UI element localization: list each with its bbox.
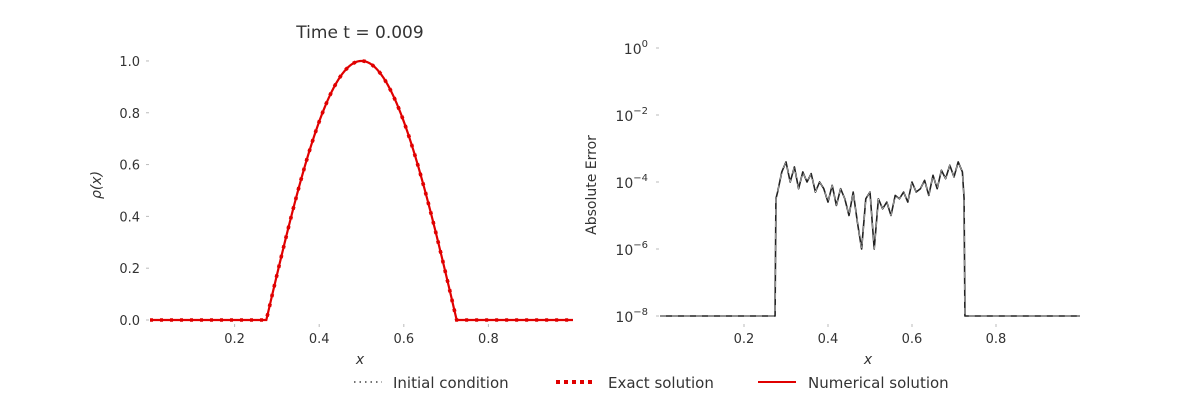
x-tick-label: 0.6 [902, 332, 923, 347]
y-tick-label: 0.0 [119, 314, 140, 329]
exact-solution-line [150, 59, 573, 322]
y-tick-label: 1.0 [119, 55, 140, 70]
legend-label-numerical-solution: Numerical solution [808, 374, 949, 392]
y-tick-label: 0.6 [119, 159, 140, 174]
y-axis-label: Absolute Error [584, 135, 600, 235]
error-plot: 0.2 0.4 0.6 0.8 100 10−2 10−4 10−6 10−8 x Absol… [584, 39, 1080, 368]
absolute-error-highlight [660, 161, 1080, 317]
y-tick-labels: 100 10−2 10−4 10−6 10−8 [615, 39, 659, 326]
density-plot: Time t = 0.009 0.2 0.4 0.6 0.8 0.0 0.2 0.4 0.6… [89, 23, 573, 368]
x-axis-label: x [355, 352, 365, 368]
y-tick-label: 10−6 [615, 240, 648, 259]
y-tick-label: 100 [624, 39, 648, 58]
x-tick-label: 0.6 [393, 332, 414, 347]
plot-title: Time t = 0.009 [295, 23, 423, 43]
y-tick-label: 10−2 [615, 106, 648, 125]
legend-label-initial-condition: Initial condition [393, 374, 509, 392]
x-tick-label: 0.8 [478, 332, 499, 347]
x-tick-label: 0.8 [986, 332, 1007, 347]
y-tick-label: 10−8 [615, 307, 648, 326]
y-tick-label: 0.2 [119, 262, 140, 277]
y-tick-label: 0.4 [119, 210, 140, 225]
x-tick-label: 0.2 [734, 332, 755, 347]
numerical-solution-line [150, 59, 573, 322]
error-curve [660, 161, 1080, 317]
absolute-error-line [660, 161, 1080, 317]
x-tick-label: 0.2 [224, 332, 245, 347]
y-tick-label: 10−4 [615, 173, 648, 192]
density-curves [150, 59, 573, 322]
x-tick-labels: 0.2 0.4 0.6 0.8 [734, 324, 1007, 347]
y-tick-labels: 0.0 0.2 0.4 0.6 0.8 1.0 [119, 55, 149, 329]
legend-label-exact-solution: Exact solution [608, 374, 714, 392]
legend: Initial condition Exact solution Numeric… [354, 374, 949, 392]
y-tick-label: 0.8 [119, 107, 140, 122]
x-tick-labels: 0.2 0.4 0.6 0.8 [224, 324, 499, 347]
x-tick-label: 0.4 [818, 332, 839, 347]
x-axis-label: x [863, 352, 873, 368]
y-axis-label: ρ(x) [89, 171, 105, 199]
initial-condition-line [150, 60, 573, 321]
x-tick-label: 0.4 [309, 332, 330, 347]
